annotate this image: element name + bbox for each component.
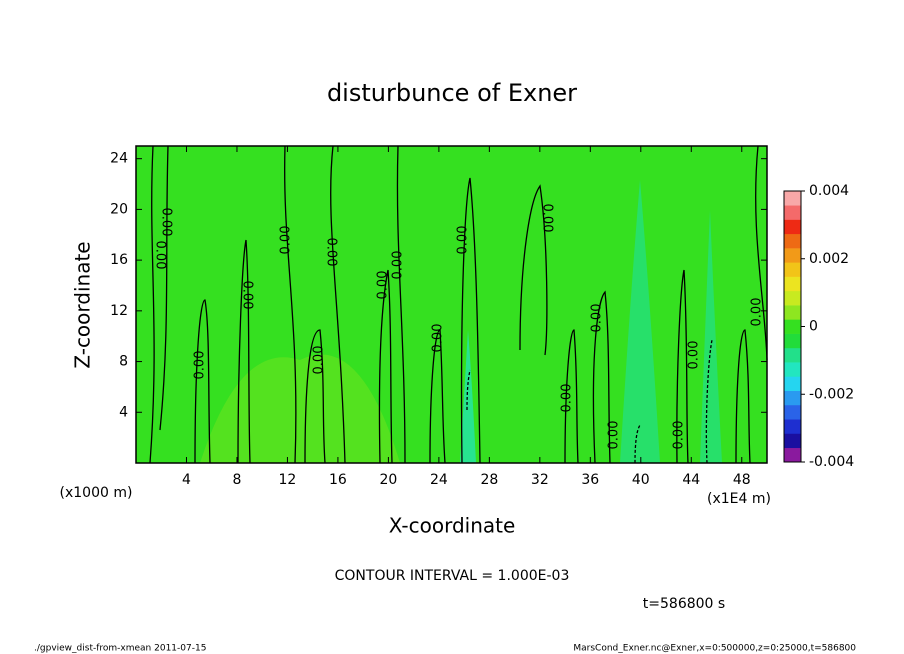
contour-label: 0.00 [324,238,339,267]
shade [460,330,476,463]
x-tick-label: 48 [733,472,751,488]
colorbar-tick-label: -0.004 [809,454,854,470]
chart-title: disturbunce of Exner [327,79,577,107]
contour-label: 0.00 [193,351,208,380]
x-tick-label: 8 [232,472,241,488]
colorbar-cell [784,404,801,420]
y-tick-label: 24 [110,151,128,167]
colorbar-cell [784,447,801,463]
colorbar-cell [784,262,801,277]
x-tick-label: 20 [379,472,397,488]
x-axis-label: X-coordinate [389,514,516,538]
contour-label: 0.00 [312,346,327,375]
x-tick-label: 32 [531,472,549,488]
colorbar-cell [784,333,801,349]
x-tick-label: 40 [632,472,650,488]
colorbar-cell [784,248,801,263]
colorbar-tick-label: 0.002 [809,251,849,267]
colorbar-tick-label: 0.004 [809,183,849,199]
contour-label: 0.00 [750,298,765,327]
y-tick-label: 4 [119,404,128,420]
x-tick-label: 12 [279,472,297,488]
time-label: t=586800 s [643,596,725,612]
colorbar-cell [784,305,801,320]
x-tick-label: 24 [430,472,448,488]
y-tick-label: 8 [119,354,128,370]
colorbar-cell [784,205,801,220]
colorbar-cell [784,347,801,363]
plot-frame [135,145,768,464]
contour-label: 0.00 [279,226,294,255]
shade [620,180,660,463]
contour-label: 0.00 [560,384,575,413]
colorbar-cell [784,276,801,292]
x-unit: (x1E4 m) [707,491,771,507]
colorbar-cell [784,376,801,391]
colorbar-cell [784,319,801,334]
y-tick-label: 16 [110,252,128,268]
x-tick-label: 36 [581,472,599,488]
colorbar-cell [784,419,801,434]
colorbar-cell [784,191,801,206]
contour-label: 0.00 [159,208,174,237]
contour-label: 0.00 [240,281,255,310]
contour-interval: CONTOUR INTERVAL = 1.000E-03 [335,568,570,584]
shade [700,210,722,463]
colorbar-cell [784,290,801,306]
x-tick-label: 4 [182,472,191,488]
contour-label: 0.00 [153,241,168,270]
contour-label: 0.00 [590,304,605,333]
y-unit: (x1000 m) [60,485,133,501]
colorbar-tick-label: 0 [809,319,818,335]
colorbar-cell [784,219,801,235]
colorbar-tick-label: -0.002 [809,386,854,402]
footer-left: ./gpview_dist-from-xmean 2011-07-15 [34,644,206,654]
x-tick-label: 44 [682,472,700,488]
contour-label: 0.00 [391,251,406,280]
y-axis-label: Z-coordinate [71,241,95,368]
y-tick-label: 12 [110,303,128,319]
contour-label: 0.00 [540,204,555,233]
x-tick-label: 16 [329,472,347,488]
contour-label: 0.00 [607,421,622,450]
colorbar-cell [784,433,801,449]
contour-label: 0.00 [687,341,702,370]
contour-lines [149,145,768,464]
contour-label: 0.00 [672,421,687,450]
colorbar-cell [784,362,801,377]
contour-label: 0.00 [431,324,446,353]
y-tick-label: 20 [110,201,128,217]
footer-right: MarsCond_Exner.nc@Exner,x=0:500000,z=0:2… [573,644,856,654]
contour-label: 0.00 [456,226,471,255]
colorbar-cell [784,390,801,406]
x-tick-label: 28 [480,472,498,488]
contour-field: 0.000.000.000.000.000.000.000.000.000.00… [136,145,768,464]
colorbar-cell [784,233,801,249]
contour-label: 0.00 [376,271,391,300]
